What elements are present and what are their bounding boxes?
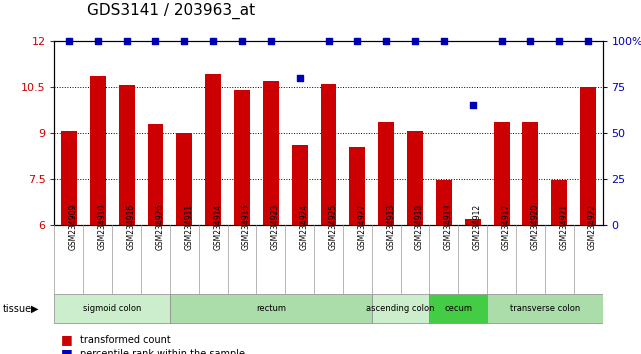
Text: GSM234926: GSM234926 xyxy=(155,204,165,250)
Bar xyxy=(176,133,192,354)
Text: GSM234914: GSM234914 xyxy=(213,204,222,250)
Text: sigmoid colon: sigmoid colon xyxy=(83,304,142,313)
Text: transverse colon: transverse colon xyxy=(510,304,580,313)
Bar xyxy=(580,87,596,354)
Point xyxy=(265,38,276,44)
Bar xyxy=(407,131,423,354)
Bar xyxy=(494,122,510,354)
Text: GSM234917: GSM234917 xyxy=(501,204,511,250)
Bar xyxy=(263,81,279,354)
Bar xyxy=(54,295,170,323)
Bar xyxy=(119,85,135,354)
Bar xyxy=(436,180,452,354)
Bar xyxy=(522,122,538,354)
Bar xyxy=(205,74,221,354)
Point xyxy=(525,38,535,44)
Bar xyxy=(147,124,163,354)
Point xyxy=(237,38,247,44)
Text: GSM234909: GSM234909 xyxy=(69,204,78,250)
Point xyxy=(554,38,564,44)
Point xyxy=(294,75,305,80)
Text: GSM234922: GSM234922 xyxy=(588,204,597,250)
Point xyxy=(323,38,333,44)
Bar xyxy=(429,295,487,323)
Text: GSM234919: GSM234919 xyxy=(444,204,453,250)
Text: rectum: rectum xyxy=(256,304,286,313)
Text: GSM234920: GSM234920 xyxy=(530,204,540,250)
Bar xyxy=(372,295,429,323)
Point xyxy=(64,38,74,44)
Text: GSM234921: GSM234921 xyxy=(559,204,569,250)
Bar xyxy=(349,147,365,354)
Bar xyxy=(320,84,337,354)
Text: GSM234912: GSM234912 xyxy=(472,204,482,250)
Point xyxy=(496,38,506,44)
Bar xyxy=(61,131,77,354)
Bar xyxy=(234,90,250,354)
Text: percentile rank within the sample: percentile rank within the sample xyxy=(80,349,245,354)
Text: cecum: cecum xyxy=(444,304,472,313)
Text: GSM234910: GSM234910 xyxy=(97,204,107,250)
Text: ■: ■ xyxy=(61,348,72,354)
Bar xyxy=(170,295,372,323)
Bar xyxy=(378,122,394,354)
Text: GSM234925: GSM234925 xyxy=(328,204,338,250)
Text: GSM234916: GSM234916 xyxy=(127,204,136,250)
Bar xyxy=(90,76,106,354)
Point xyxy=(410,38,420,44)
Text: GSM234918: GSM234918 xyxy=(415,204,424,250)
Point xyxy=(467,102,478,108)
Point xyxy=(583,38,594,44)
Point xyxy=(381,38,391,44)
Point xyxy=(122,38,132,44)
Text: GSM234915: GSM234915 xyxy=(242,204,251,250)
Text: GDS3141 / 203963_at: GDS3141 / 203963_at xyxy=(87,3,254,19)
Text: GSM234927: GSM234927 xyxy=(358,204,367,250)
Text: ▶: ▶ xyxy=(31,304,38,314)
Text: tissue: tissue xyxy=(3,304,32,314)
Bar xyxy=(487,295,603,323)
Text: GSM234911: GSM234911 xyxy=(185,204,194,250)
Point xyxy=(353,38,363,44)
Bar xyxy=(292,145,308,354)
Text: GSM234923: GSM234923 xyxy=(271,204,280,250)
Bar xyxy=(465,219,481,354)
Point xyxy=(438,38,449,44)
Text: transformed count: transformed count xyxy=(80,335,171,345)
Text: GSM234913: GSM234913 xyxy=(386,204,395,250)
Bar xyxy=(551,180,567,354)
Point xyxy=(208,38,218,44)
Point xyxy=(150,38,160,44)
Text: GSM234924: GSM234924 xyxy=(299,204,309,250)
Text: ■: ■ xyxy=(61,333,72,346)
Point xyxy=(179,38,190,44)
Text: ascending colon: ascending colon xyxy=(367,304,435,313)
Point xyxy=(93,38,103,44)
